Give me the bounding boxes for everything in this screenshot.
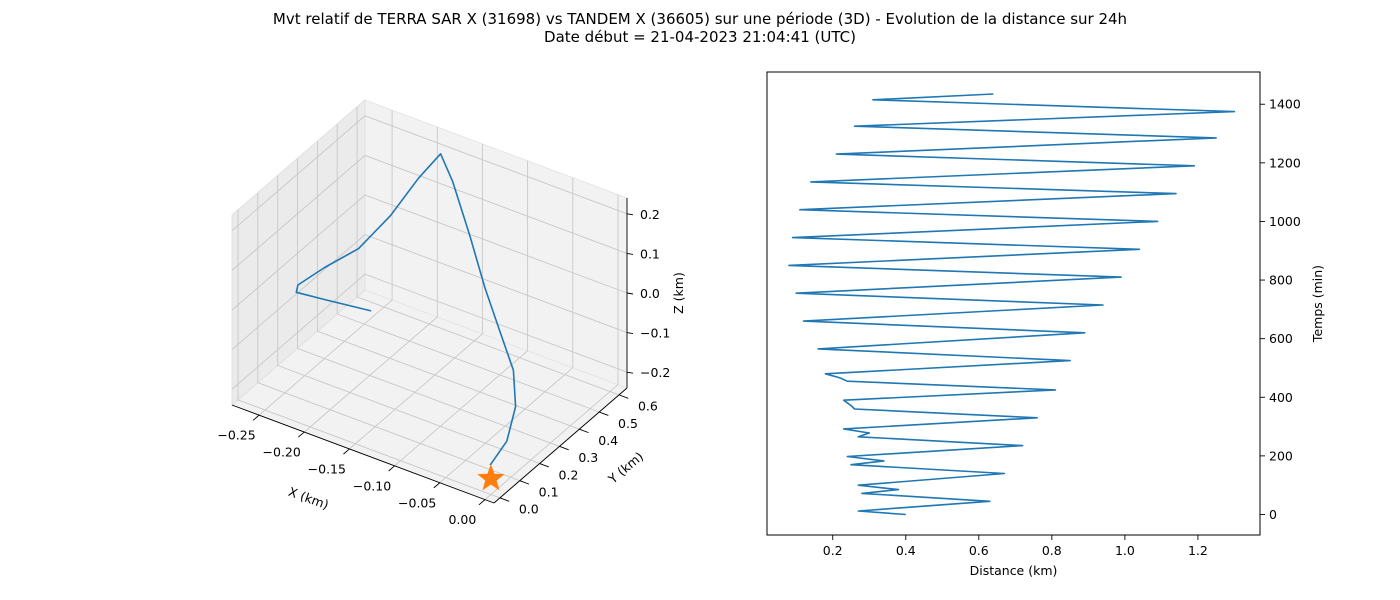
series-3d-line-0 — [295, 153, 517, 466]
grid-x-3 — [394, 160, 529, 467]
distance-axis-label: Distance (km) — [970, 563, 1058, 578]
chart-3d: −0.25−0.20−0.15−0.10−0.050.000.00.10.20.… — [217, 98, 686, 527]
time-y-tick-label-6: 1200 — [1269, 155, 1301, 170]
time-y-tick-label-7: 1400 — [1269, 97, 1301, 112]
x-tick-label-4: −0.05 — [398, 495, 436, 510]
star-marker — [477, 464, 505, 491]
z-tick-1 — [626, 332, 634, 335]
y-tick-label-5: 0.5 — [618, 416, 638, 431]
x-tick-4 — [433, 482, 441, 489]
x-tick-3 — [388, 465, 395, 472]
grid-y-1 — [257, 192, 520, 482]
z-axis-label: Z (km) — [671, 272, 686, 314]
dist-x-tick-label-3: 0.8 — [1042, 543, 1062, 558]
dist-x-tick-label-1: 0.4 — [896, 543, 916, 558]
grid-y-4 — [316, 141, 580, 430]
z-tick-label-1: −0.1 — [640, 326, 670, 341]
y-tick-label-3: 0.3 — [578, 450, 598, 465]
dist-x-tick-label-4: 1.0 — [1115, 543, 1135, 558]
y-tick-5 — [599, 411, 609, 416]
y-tick-6 — [618, 394, 629, 399]
x-tick-2 — [343, 448, 350, 455]
y-tick-1 — [519, 480, 530, 485]
z-tick-2 — [626, 292, 634, 295]
y-tick-label-4: 0.4 — [598, 433, 618, 448]
time-y-tick-label-3: 600 — [1269, 331, 1293, 346]
y-tick-0 — [499, 497, 510, 502]
y-axis-label: Y (km) — [605, 449, 647, 487]
z-tick-label-3: 0.1 — [640, 246, 660, 261]
grid-z-3 — [231, 154, 628, 271]
grid-x-1 — [304, 127, 438, 433]
x-tick-1 — [297, 431, 305, 438]
plot-frame — [766, 71, 1261, 536]
y-tick-4 — [579, 428, 589, 434]
x-axis-line — [231, 404, 495, 504]
x-tick-0 — [252, 414, 260, 421]
figure-title-line2: Date début = 21-04-2023 21:04:41 (UTC) — [544, 28, 856, 46]
y-tick-2 — [539, 463, 549, 468]
x-tick-label-3: −0.10 — [353, 478, 391, 493]
grid-z-0 — [231, 273, 628, 390]
grid-y-5 — [336, 124, 600, 413]
time-y-tick-label-4: 800 — [1269, 273, 1293, 288]
dist-x-tick-label-5: 1.2 — [1188, 543, 1208, 558]
x-tick-5 — [478, 499, 486, 506]
z-tick-4 — [626, 213, 634, 216]
y-axis-line — [493, 387, 628, 504]
dist-x-tick-label-2: 0.6 — [969, 543, 989, 558]
series-line-0 — [788, 93, 1236, 516]
plot-area — [767, 72, 1260, 535]
grid-y-6 — [356, 106, 620, 396]
time-y-tick-label-2: 400 — [1269, 390, 1293, 405]
z-tick-3 — [626, 252, 634, 255]
x-tick-label-1: −0.20 — [263, 445, 301, 460]
y-tick-label-0: 0.0 — [519, 502, 539, 517]
grid-x-2 — [349, 143, 483, 450]
chart-2d: 0.2 0.4 0.6 0.8 1.0 1.2 0 200 400 600 800 1000 1200 1… — [766, 71, 1325, 578]
grid-z-2 — [231, 194, 628, 311]
grid-x-0 — [258, 110, 393, 416]
dist-x-tick-label-0: 0.2 — [823, 543, 843, 558]
y-tick-label-6: 0.6 — [638, 399, 658, 414]
y-tick-label-2: 0.2 — [559, 467, 579, 482]
grid-y-2 — [277, 175, 540, 464]
grid-z-4 — [231, 115, 628, 232]
time-axis-label: Temps (min) — [1310, 265, 1325, 343]
x-tick-label-0: −0.25 — [217, 428, 255, 443]
time-y-tick-label-5: 1000 — [1269, 214, 1301, 229]
z-tick-label-4: 0.2 — [640, 207, 660, 222]
y-tick-label-1: 0.1 — [539, 485, 559, 500]
grid-y-3 — [297, 158, 560, 447]
grid-x-5 — [484, 194, 619, 500]
figure-title: Mvt relatif de TERRA SAR X (31698) vs TA… — [0, 10, 1400, 46]
x-axis-label: X (km) — [286, 484, 330, 512]
figure-title-line1: Mvt relatif de TERRA SAR X (31698) vs TA… — [272, 10, 1128, 28]
z-tick-label-0: −0.2 — [640, 365, 670, 380]
grid-z-1 — [231, 234, 628, 350]
grid-y-0 — [237, 209, 501, 499]
grid-x-4 — [439, 177, 574, 484]
z-tick-0 — [626, 371, 634, 374]
y-tick-3 — [559, 445, 569, 451]
z-tick-label-2: 0.0 — [640, 286, 660, 301]
time-y-tick-label-1: 200 — [1269, 448, 1293, 463]
time-y-tick-label-0: 0 — [1269, 507, 1277, 522]
x-tick-label-2: −0.15 — [308, 462, 346, 477]
x-tick-label-5: 0.00 — [448, 512, 476, 527]
